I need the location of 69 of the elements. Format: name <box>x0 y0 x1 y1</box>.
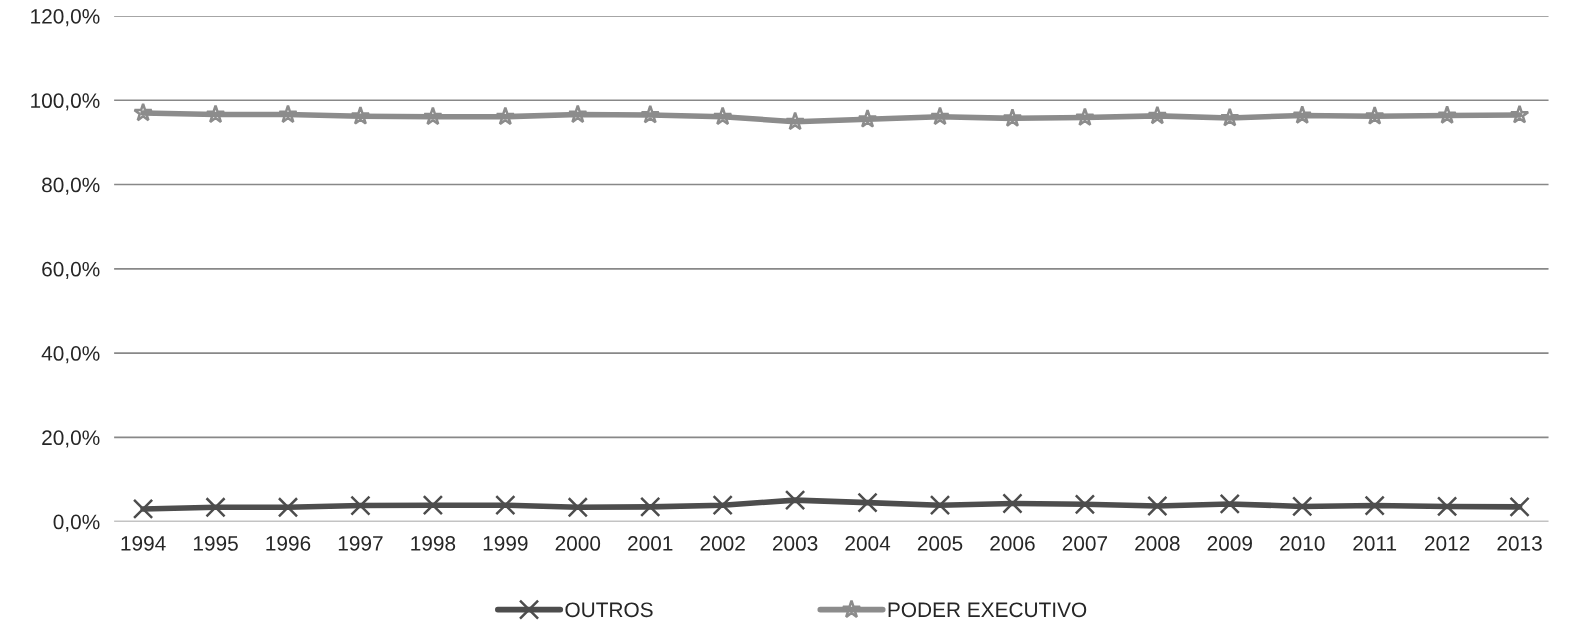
point <box>132 498 154 520</box>
point <box>495 494 516 516</box>
point <box>785 111 805 131</box>
x-tick-label: 1998 <box>411 536 456 551</box>
point <box>1364 106 1385 125</box>
point <box>495 106 516 126</box>
point <box>1075 107 1095 127</box>
point <box>1291 496 1313 517</box>
y-tick-label: 20,0% <box>42 430 100 448</box>
y-tick-label: 120,0% <box>31 9 100 27</box>
x-tick-label: 2012 <box>1425 536 1470 551</box>
y-tick-label: 40,0% <box>41 346 100 364</box>
point <box>857 108 878 128</box>
point <box>857 492 878 513</box>
point <box>277 497 299 518</box>
point <box>784 489 806 511</box>
x-tick-label: 2007 <box>1062 536 1108 551</box>
point <box>1219 493 1241 515</box>
point <box>1147 495 1168 517</box>
point <box>205 104 226 124</box>
point <box>1509 496 1530 518</box>
x-tick-label: 1996 <box>266 536 311 551</box>
x-tick-label: 2004 <box>845 536 891 551</box>
point <box>278 104 298 124</box>
x-tick-label: 1999 <box>483 536 528 551</box>
y-tick-label: 60,0% <box>42 261 100 280</box>
point <box>929 494 951 516</box>
x-tick-label: 1994 <box>121 536 166 551</box>
point <box>567 104 588 124</box>
point <box>1002 108 1023 127</box>
x-tick-label: 2001 <box>628 536 673 551</box>
x-tick-label: 2008 <box>1135 536 1180 551</box>
point <box>639 496 661 518</box>
x-tick-label: 2005 <box>917 536 963 551</box>
point <box>712 106 733 126</box>
point <box>930 106 950 126</box>
point <box>1437 105 1457 124</box>
x-tick-label: 2000 <box>555 536 601 551</box>
point <box>567 497 589 518</box>
point <box>350 495 371 516</box>
x-tick-label: 2013 <box>1497 536 1542 551</box>
x-tick-label: 2010 <box>1280 536 1325 551</box>
x-tick-label: 2006 <box>990 536 1035 551</box>
point <box>640 104 661 124</box>
point <box>1509 104 1530 124</box>
point <box>1292 105 1313 124</box>
x-tick-label: 1995 <box>193 536 238 551</box>
point <box>133 102 153 122</box>
x-tick-label: 1997 <box>338 536 383 551</box>
point <box>1074 494 1096 515</box>
point <box>712 494 733 516</box>
y-tick-label: 0,0% <box>53 514 100 532</box>
y-tick-label: 80,0% <box>42 177 100 195</box>
legend-label: PODER EXECUTIVO <box>888 602 1087 618</box>
point <box>423 106 443 126</box>
point <box>1364 495 1385 516</box>
x-tick-label: 2011 <box>1353 536 1397 551</box>
point <box>350 106 371 125</box>
point <box>1002 493 1023 514</box>
point <box>205 497 226 518</box>
x-tick-label: 2003 <box>772 536 818 551</box>
x-tick-label: 2002 <box>700 536 745 551</box>
point <box>1436 496 1458 517</box>
point <box>422 494 444 516</box>
y-tick-label: 100,0% <box>31 93 100 111</box>
x-tick-label: 2009 <box>1207 536 1252 551</box>
legend-label: OUTROS <box>565 602 653 618</box>
point <box>1219 107 1240 127</box>
point <box>1147 105 1168 125</box>
